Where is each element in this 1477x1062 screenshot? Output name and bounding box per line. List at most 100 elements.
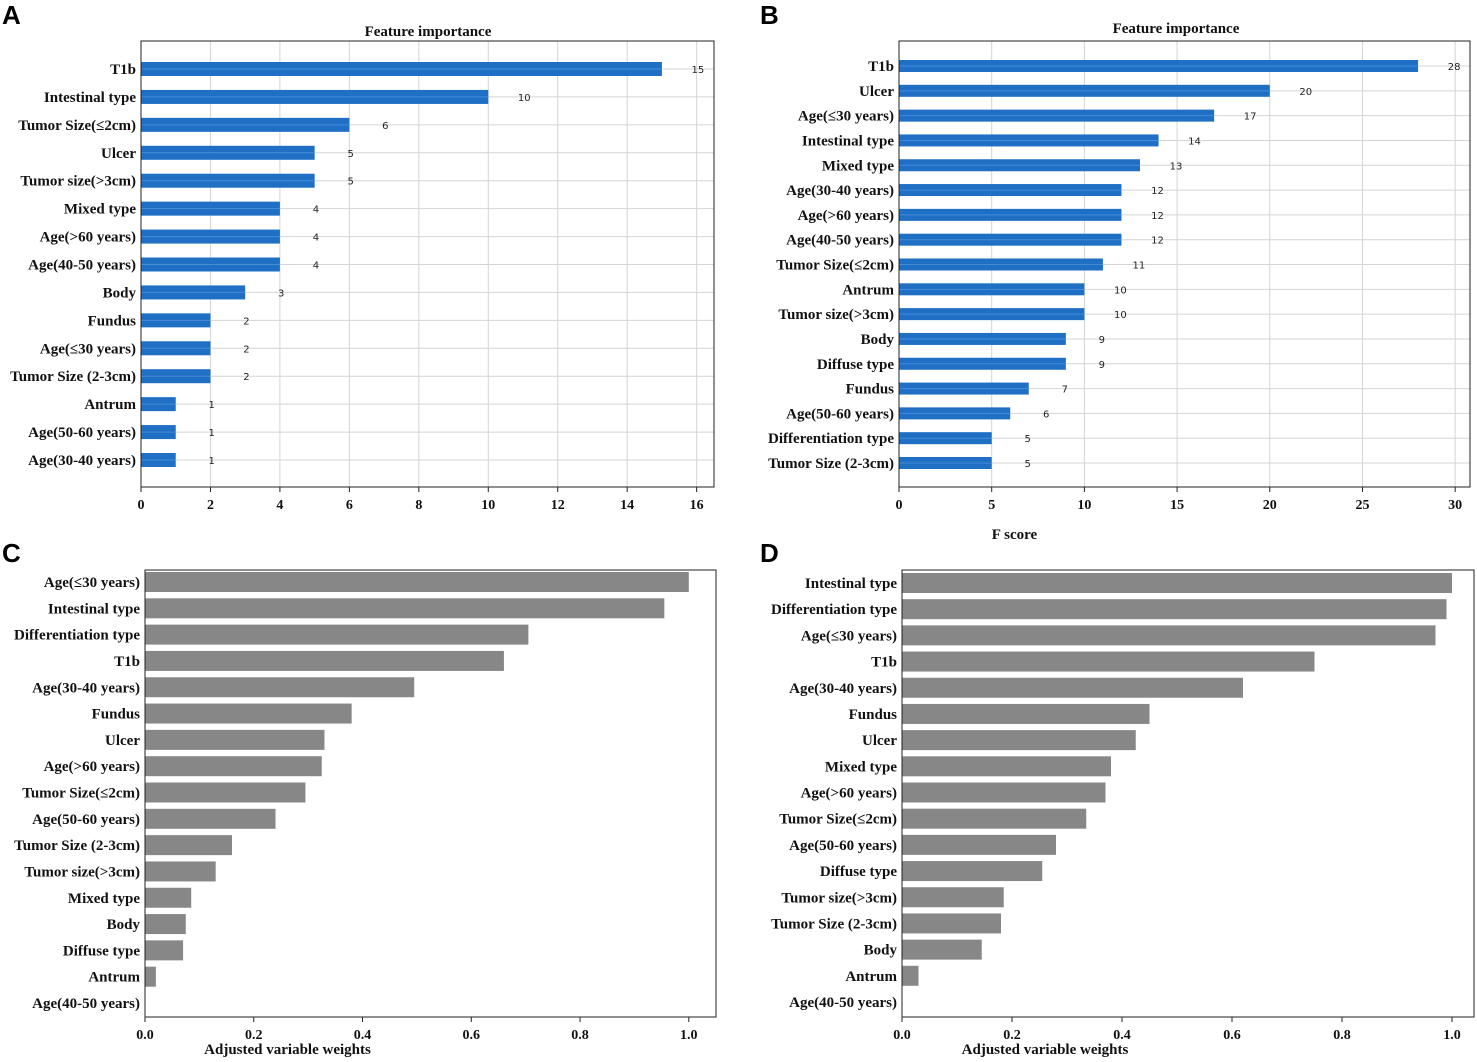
- category-label: T1b: [868, 59, 894, 75]
- category-label: Age(30-40 years): [28, 453, 136, 469]
- data-label: 11: [1133, 261, 1146, 272]
- data-label: 10: [1114, 285, 1127, 296]
- x-tick-label: 14: [620, 498, 634, 513]
- x-tick-label: 0.8: [1333, 1028, 1351, 1043]
- bar: [902, 861, 1043, 882]
- x-tick-label: 16: [690, 498, 704, 513]
- category-label: Fundus: [846, 382, 895, 398]
- x-tick-label: 0: [896, 498, 903, 513]
- chart-title: Feature importance: [1113, 21, 1240, 37]
- chart-title: Feature importance: [365, 24, 492, 40]
- category-label: Diffuse type: [820, 864, 897, 880]
- data-label: 12: [1151, 236, 1164, 247]
- category-label: Tumor Size(≤2cm): [18, 118, 136, 134]
- x-tick-label: 4: [276, 498, 283, 513]
- bar: [145, 729, 325, 750]
- x-tick-label: 0.2: [1003, 1028, 1021, 1043]
- bar: [902, 808, 1087, 829]
- x-tick-label: 0.6: [463, 1028, 481, 1043]
- category-label: Age(≤30 years): [44, 575, 140, 591]
- x-tick-label: 0.0: [893, 1028, 911, 1043]
- category-label: Tumor Size (2-3cm): [10, 369, 136, 385]
- bar: [145, 650, 504, 671]
- bar: [902, 913, 1001, 934]
- category-label: Age(40-50 years): [32, 996, 140, 1012]
- bar: [145, 861, 216, 882]
- category-label: Age(40-50 years): [789, 995, 897, 1011]
- data-label: 1: [209, 428, 215, 439]
- category-label: Tumor Size (2-3cm): [14, 838, 140, 854]
- x-tick-label: 5: [988, 498, 995, 513]
- data-label: 5: [347, 149, 353, 160]
- category-label: Differentiation type: [14, 628, 140, 644]
- category-label: Fundus: [88, 313, 137, 329]
- data-label: 13: [1170, 161, 1183, 172]
- bar: [145, 703, 352, 724]
- category-label: Ulcer: [862, 733, 897, 749]
- x-axis-label: Adjusted variable weights: [204, 1042, 371, 1058]
- x-tick-label: 20: [1263, 498, 1277, 513]
- category-label: Body: [864, 943, 898, 959]
- category-label: Age(≤30 years): [798, 109, 894, 125]
- category-label: Age(≤30 years): [40, 341, 136, 357]
- plot-frame: [898, 40, 1471, 488]
- plot-frame: [144, 569, 717, 1018]
- data-label: 2: [243, 344, 249, 355]
- category-label: Age(50-60 years): [789, 838, 897, 854]
- data-label: 10: [518, 93, 531, 104]
- data-label: 12: [1151, 186, 1164, 197]
- category-label: T1b: [114, 654, 140, 670]
- chart-panel-c: C Age(≤30 years) Intestinal type Differenti…: [2, 538, 717, 1058]
- bar: [902, 965, 919, 986]
- category-label: Tumor Size(≤2cm): [779, 812, 897, 828]
- category-label: Antrum: [845, 969, 897, 985]
- category-label: Age(30-40 years): [786, 183, 894, 199]
- x-tick-label: 0.4: [354, 1028, 372, 1043]
- data-label: 2: [243, 316, 249, 327]
- bar: [902, 677, 1243, 698]
- bar: [145, 572, 689, 592]
- bar: [145, 624, 529, 645]
- bar: [145, 782, 306, 803]
- category-label: Fundus: [849, 707, 898, 723]
- data-label: 7: [1062, 385, 1068, 396]
- category-label: Diffuse type: [63, 943, 140, 959]
- bar: [145, 887, 192, 908]
- category-label: Mixed type: [68, 891, 140, 907]
- category-label: Body: [861, 332, 895, 348]
- data-label: 4: [313, 233, 319, 244]
- data-label: 5: [347, 177, 353, 188]
- bar: [145, 598, 665, 619]
- bar: [145, 756, 322, 777]
- category-label: Fundus: [92, 707, 141, 723]
- data-label: 1: [209, 400, 215, 411]
- category-label: Tumor size(>3cm): [778, 307, 894, 323]
- bar: [902, 573, 1452, 593]
- x-tick-label: 2: [207, 498, 214, 513]
- category-label: Intestinal type: [805, 576, 897, 592]
- category-label: Age(50-60 years): [786, 406, 894, 422]
- data-label: 17: [1244, 112, 1257, 123]
- category-label: Mixed type: [822, 158, 894, 174]
- category-label: Age(40-50 years): [786, 233, 894, 249]
- data-label: 6: [1043, 409, 1049, 420]
- category-label: Age(50-60 years): [32, 812, 140, 828]
- data-label: 5: [1025, 459, 1031, 470]
- bar: [902, 651, 1315, 672]
- category-label: Age(40-50 years): [28, 258, 136, 274]
- category-label: Body: [103, 285, 137, 301]
- x-tick-label: 0.0: [136, 1028, 154, 1043]
- x-tick-label: 1.0: [1443, 1028, 1461, 1043]
- data-label: 6: [382, 121, 388, 132]
- category-label: Age(>60 years): [798, 208, 894, 224]
- category-label: Age(>60 years): [44, 759, 140, 775]
- category-label: Age(30-40 years): [789, 681, 897, 697]
- data-label: 15: [692, 65, 705, 76]
- data-label: 9: [1099, 335, 1105, 346]
- bar: [902, 703, 1150, 724]
- bar: [902, 625, 1436, 646]
- bar: [145, 835, 233, 856]
- category-label: Tumor size(>3cm): [20, 174, 136, 190]
- x-tick-label: 8: [415, 498, 422, 513]
